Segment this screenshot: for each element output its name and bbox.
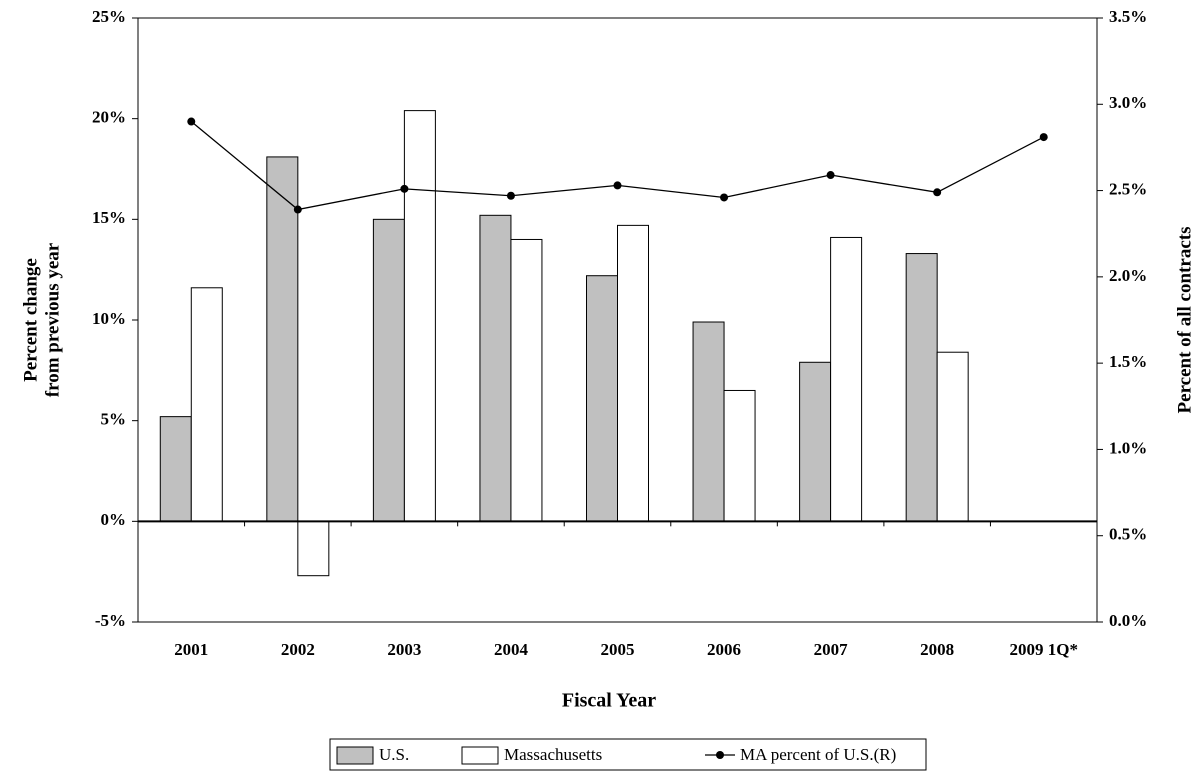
y-tick-label: -5% bbox=[95, 611, 126, 630]
line-marker bbox=[826, 171, 835, 180]
legend-swatch bbox=[461, 746, 499, 765]
bar bbox=[266, 156, 299, 522]
legend: U.S. Massachusetts MA percent of U.S.(R) bbox=[329, 738, 927, 771]
x-tick-label: 2004 bbox=[494, 640, 529, 659]
y-tick-label: 25% bbox=[92, 7, 126, 26]
line-marker bbox=[1039, 133, 1048, 142]
y2-tick-label: 3.0% bbox=[1109, 93, 1147, 112]
y-tick-label: 15% bbox=[92, 208, 126, 227]
legend-label: MA percent of U.S.(R) bbox=[740, 745, 896, 764]
bar bbox=[403, 110, 436, 522]
bar bbox=[190, 287, 223, 522]
line-marker bbox=[933, 188, 942, 197]
x-tick-label: 2006 bbox=[707, 640, 741, 659]
line-marker bbox=[506, 191, 515, 200]
x-axis-label: Fiscal Year bbox=[562, 690, 656, 712]
legend-swatch bbox=[716, 751, 724, 759]
bar bbox=[830, 236, 863, 522]
bar bbox=[159, 416, 192, 522]
x-tick-label: 2002 bbox=[281, 640, 315, 659]
y-tick-label: 20% bbox=[92, 108, 126, 127]
x-tick-label: 2005 bbox=[601, 640, 635, 659]
line-marker bbox=[187, 117, 196, 126]
legend-label: U.S. bbox=[379, 745, 409, 764]
y-axis-label: from previous year bbox=[42, 242, 63, 397]
bar bbox=[692, 321, 725, 522]
bar bbox=[297, 520, 330, 577]
bar bbox=[510, 238, 543, 522]
y-tick-label: 5% bbox=[101, 410, 127, 429]
y2-tick-label: 2.5% bbox=[1109, 179, 1147, 198]
y2-tick-label: 1.5% bbox=[1109, 352, 1147, 371]
legend-label: Massachusetts bbox=[504, 745, 602, 764]
legend-swatch bbox=[336, 746, 374, 765]
y2-tick-label: 0.5% bbox=[1109, 525, 1147, 544]
line bbox=[190, 121, 1045, 211]
y2-axis-label: Percent of all contracts bbox=[1174, 227, 1195, 414]
bar bbox=[617, 224, 649, 522]
y-axis-label: Percent change bbox=[20, 258, 41, 382]
y2-tick-label: 2.0% bbox=[1109, 266, 1147, 285]
legend-box bbox=[329, 738, 927, 771]
y-tick-label: 10% bbox=[92, 309, 126, 328]
bar bbox=[586, 275, 618, 522]
y2-tick-label: 0.0% bbox=[1109, 611, 1147, 630]
y2-tick-label: 1.0% bbox=[1109, 438, 1147, 457]
x-tick-label: 2009 1Q* bbox=[1009, 640, 1077, 659]
y-tick-label: 0% bbox=[101, 510, 127, 529]
y2-tick-label: 3.5% bbox=[1109, 7, 1147, 26]
bar bbox=[936, 351, 969, 522]
bar bbox=[799, 361, 832, 522]
bar bbox=[479, 214, 512, 522]
bar bbox=[372, 218, 405, 522]
line-marker bbox=[720, 193, 729, 202]
x-tick-label: 2001 bbox=[174, 640, 208, 659]
line-marker bbox=[400, 184, 409, 193]
x-tick-label: 2007 bbox=[814, 640, 849, 659]
bar bbox=[905, 253, 938, 522]
line-marker bbox=[293, 205, 302, 214]
x-tick-label: 2003 bbox=[387, 640, 421, 659]
x-tick-label: 2008 bbox=[920, 640, 954, 659]
bar bbox=[723, 389, 756, 522]
line-marker bbox=[613, 181, 622, 190]
